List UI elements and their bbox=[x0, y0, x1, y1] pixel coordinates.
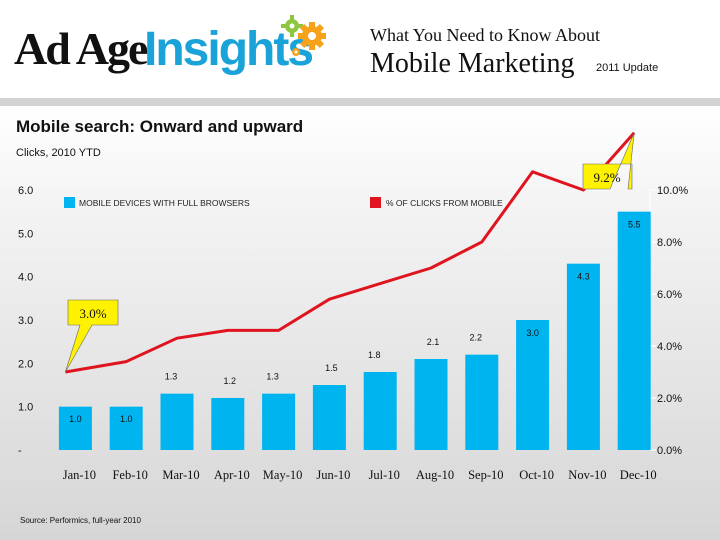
legend-swatch-line bbox=[370, 197, 381, 208]
chart-subtitle: Clicks, 2010 YTD bbox=[16, 147, 101, 159]
legend-swatch-bars bbox=[64, 197, 75, 208]
bar-feb-10 bbox=[109, 406, 143, 450]
x-tick-label: Jan-10 bbox=[63, 468, 96, 482]
x-tick-label: Dec-10 bbox=[620, 468, 657, 482]
bar-oct-10 bbox=[516, 320, 550, 450]
bar-mar-10 bbox=[160, 393, 194, 450]
left-axis-tick-label: 4.0 bbox=[18, 272, 33, 284]
right-axis-tick-label: 4.0% bbox=[657, 341, 682, 353]
bar-value-label: 1.3 bbox=[165, 372, 178, 382]
bar-dec-10 bbox=[617, 211, 651, 450]
bar-value-label: 1.3 bbox=[266, 372, 279, 382]
source-note: Source: Performics, full-year 2010 bbox=[20, 516, 141, 525]
x-tick-label: Mar-10 bbox=[162, 468, 199, 482]
x-tick-label: Jun-10 bbox=[316, 468, 350, 482]
bar-jun-10 bbox=[312, 385, 346, 450]
x-tick-label: Sep-10 bbox=[468, 468, 503, 482]
bar-value-label: 5.5 bbox=[628, 220, 641, 230]
header-line1: What You Need to Know About bbox=[370, 25, 600, 45]
right-axis-tick-label: 0.0% bbox=[657, 445, 682, 457]
logo-insights: Insights bbox=[144, 23, 314, 76]
left-axis-tick-label: 5.0 bbox=[18, 228, 33, 240]
bar-value-label: 3.0 bbox=[526, 328, 539, 338]
line-clicks-from-mobile bbox=[65, 131, 636, 374]
bar-value-label: 1.8 bbox=[368, 350, 381, 360]
header-line3: 2011 Update bbox=[596, 62, 659, 74]
right-axis-tick-label: 2.0% bbox=[657, 393, 682, 405]
gears-icon bbox=[281, 15, 326, 56]
bar-value-label: 1.5 bbox=[325, 363, 338, 373]
legend-label-bars: MOBILE DEVICES WITH FULL BROWSERS bbox=[79, 198, 250, 208]
callout-dec-bubble bbox=[582, 132, 635, 190]
legend-label-line: % OF CLICKS FROM MOBILE bbox=[386, 198, 503, 208]
left-axis-tick-label: 3.0 bbox=[18, 315, 33, 327]
header-line2: Mobile Marketing bbox=[370, 48, 575, 79]
bar-aug-10 bbox=[414, 359, 448, 450]
x-tick-label: Feb-10 bbox=[112, 468, 147, 482]
right-axis-tick-label: 8.0% bbox=[657, 237, 682, 249]
callout-jan-bubble bbox=[65, 299, 119, 373]
left-axis-tick-label: 2.0 bbox=[18, 358, 33, 370]
x-tick-label: Jul-10 bbox=[369, 468, 400, 482]
bar-value-label: 1.0 bbox=[120, 414, 133, 424]
bar-value-label: 1.0 bbox=[69, 414, 82, 424]
x-tick-label: Nov-10 bbox=[568, 468, 606, 482]
bar-may-10 bbox=[262, 393, 296, 450]
left-axis-tick-label: - bbox=[18, 445, 22, 457]
left-axis-tick-label: 1.0 bbox=[18, 402, 33, 414]
bar-apr-10 bbox=[211, 398, 245, 450]
chart-title: Mobile search: Onward and upward bbox=[16, 117, 304, 136]
bar-value-label: 2.1 bbox=[427, 337, 440, 347]
bar-sep-10 bbox=[465, 354, 499, 450]
bar-nov-10 bbox=[566, 263, 600, 450]
right-axis-tick-label: 6.0% bbox=[657, 289, 682, 301]
bar-value-label: 1.2 bbox=[224, 376, 237, 386]
callout-dec-text: 9.2% bbox=[593, 170, 620, 185]
x-tick-label: Apr-10 bbox=[214, 468, 250, 482]
bar-jul-10 bbox=[363, 372, 397, 450]
bar-value-label: 4.3 bbox=[577, 272, 590, 282]
left-axis-tick-label: 6.0 bbox=[18, 185, 33, 197]
right-axis-tick-label: 10.0% bbox=[657, 185, 688, 197]
x-tick-label: May-10 bbox=[263, 468, 303, 482]
bar-value-label: 2.2 bbox=[470, 333, 483, 343]
header-divider bbox=[0, 98, 720, 106]
x-tick-label: Oct-10 bbox=[519, 468, 554, 482]
logo-ad-age: Ad Age bbox=[14, 23, 148, 74]
bar-jan-10 bbox=[58, 406, 92, 450]
callout-jan-text: 3.0% bbox=[79, 306, 106, 321]
x-tick-label: Aug-10 bbox=[416, 468, 454, 482]
